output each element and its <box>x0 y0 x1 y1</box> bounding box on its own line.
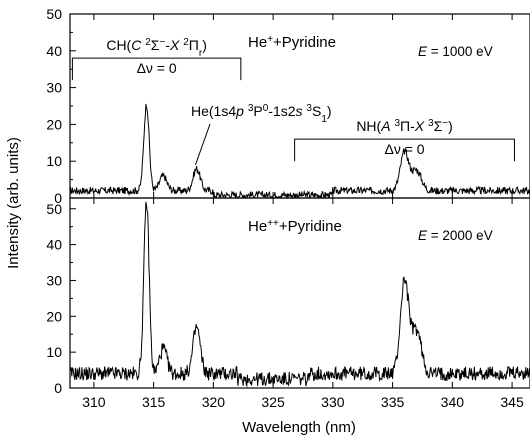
x-axis: 310 315 320 325 330 335 340 345 <box>82 394 524 410</box>
x-tick-label: 320 <box>202 394 226 410</box>
he-line-label-part: s <box>296 103 303 119</box>
top-y-tick-label: 40 <box>46 43 62 59</box>
nh-band-label-part: ) <box>448 118 453 134</box>
ch-band-label-part: r <box>199 48 203 59</box>
top-y-tick-label: 30 <box>46 80 62 96</box>
bottom-frame <box>69 197 530 389</box>
nh-band-label-part: 3 <box>428 118 434 129</box>
x-tick-label: 310 <box>82 394 106 410</box>
x-tick-label: 340 <box>441 394 465 410</box>
he-line-label-part: P <box>253 103 262 119</box>
ch-band-label-part: ) <box>202 37 207 53</box>
bottom-energy-label: E = 2000 eV <box>418 228 493 243</box>
he-line-label-part: 1 <box>321 114 327 125</box>
he-line-label-part: He(1s4 <box>191 103 236 119</box>
top-panel-title-part: +Pyridine <box>273 34 336 51</box>
nh-band-label-part: NH( <box>356 118 381 134</box>
he-line-label-part: 0 <box>263 103 269 114</box>
bottom-y-tick-label: 10 <box>46 344 62 360</box>
nh-band-bracket <box>294 138 515 162</box>
ch-band-label-part: Σ <box>151 37 160 53</box>
nh-band-label-part: 3 <box>394 118 400 129</box>
x-tick-label: 335 <box>381 394 405 410</box>
top-panel-title-part: He <box>248 34 267 51</box>
ch-band-sublabel: Δν = 0 <box>137 60 177 76</box>
nh-band-label-part: Π- <box>400 118 415 134</box>
nh-band-label-part: − <box>442 118 448 129</box>
bottom-y-tick-label: 50 <box>46 201 62 217</box>
ch-band-label-part: - <box>165 37 170 53</box>
ch-band-label-part: − <box>159 37 165 48</box>
ch-band-label: CH(C 2Σ−-X 2Πr) <box>106 37 207 59</box>
nh-band-sublabel: Δν = 0 <box>384 141 424 157</box>
top-y-tick-label: 0 <box>54 190 62 206</box>
bottom-panel: 0 10 20 30 40 50 He+++Pyridine E = 2000 eV <box>46 197 530 396</box>
top-panel-title: He++Pyridine <box>248 34 336 52</box>
x-axis-label: Wavelength (nm) <box>242 419 356 436</box>
bottom-y-tick-label: 0 <box>54 380 62 396</box>
bottom-panel-title-part: He <box>248 218 267 235</box>
top-y-tick-label: 20 <box>46 116 62 132</box>
nh-band-label-part: A <box>380 118 390 134</box>
bottom-energy-label-part: E <box>418 228 428 243</box>
x-tick-label: 325 <box>261 394 285 410</box>
top-y-tick-label: 10 <box>46 153 62 169</box>
he-line-label: He(1s4p 3P0-1s2s 3S1) <box>191 103 332 125</box>
ch-band-label-part: X <box>169 37 180 53</box>
ch-band-label-part: Π <box>189 37 199 53</box>
bottom-panel-title-part: +Pyridine <box>279 218 342 235</box>
bottom-panel-title-part: ++ <box>267 218 279 229</box>
top-y-tick-label: 50 <box>46 6 62 22</box>
he-line-label-part: 3 <box>306 103 312 114</box>
x-tick-label: 315 <box>142 394 166 410</box>
he-line-label-part: -1s2 <box>268 103 295 119</box>
nh-band-label-part: X <box>414 118 425 134</box>
x-tick-label: 330 <box>321 394 345 410</box>
bottom-energy-label-part: = 2000 eV <box>427 228 493 243</box>
top-spectrum-line <box>69 103 530 200</box>
ch-band-label-part: 2 <box>145 37 151 48</box>
ch-band-bracket <box>71 57 242 81</box>
he-line-pointer <box>194 123 211 166</box>
ch-band-label-part: 2 <box>183 37 189 48</box>
he-line-label-part: p <box>235 103 244 119</box>
bottom-y-tick-label: 20 <box>46 308 62 324</box>
bottom-y-tick-label: 30 <box>46 272 62 288</box>
ch-band-label-part: C <box>131 37 142 53</box>
top-energy-label-part: = 1000 eV <box>427 44 493 59</box>
top-energy-label-part: E <box>418 44 428 59</box>
ch-band-label-part: CH( <box>106 37 131 53</box>
x-tick-label: 345 <box>500 394 524 410</box>
he-line-label-part: ) <box>327 103 332 119</box>
nh-band-label: NH(A 3Π-X 3Σ−) <box>356 118 452 135</box>
top-panel-title-part: + <box>267 34 273 45</box>
bottom-y-tick-label: 40 <box>46 237 62 253</box>
top-energy-label: E = 1000 eV <box>418 44 493 59</box>
nh-band-label-part: Σ <box>434 118 443 134</box>
he-line-label-part: 3 <box>248 103 254 114</box>
bottom-panel-title: He+++Pyridine <box>248 218 342 236</box>
bottom-spectrum-line <box>69 201 530 388</box>
y-axis-label: Intensity (arb. units) <box>5 137 22 269</box>
he-line-label-part: S <box>312 103 321 119</box>
